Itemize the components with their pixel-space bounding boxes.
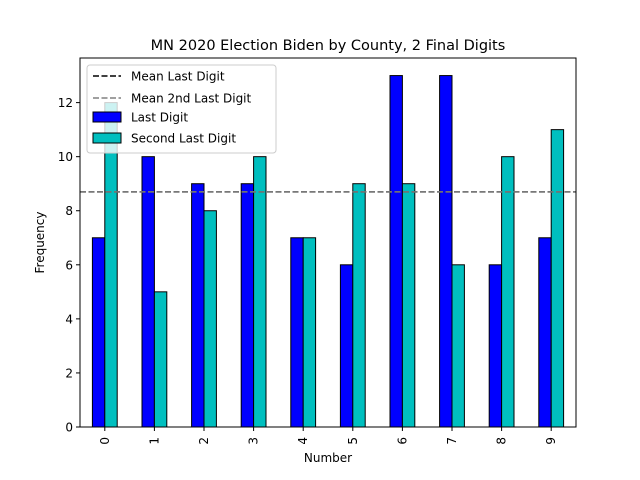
bar-last-digit-9 <box>538 237 552 428</box>
bar-last-digit-4 <box>290 237 304 428</box>
x-tick-label: 1 <box>147 437 161 445</box>
bar-last-digit-6 <box>389 75 403 428</box>
bar-second-last-digit-1 <box>153 291 168 428</box>
bar-second-last-digit-7 <box>451 264 465 428</box>
x-tick-label: 0 <box>98 437 112 445</box>
bar-last-digit-1 <box>141 156 155 428</box>
y-tick-label: 10 <box>58 150 73 164</box>
legend-swatch-second-last-digit <box>92 132 122 144</box>
y-tick-label: 2 <box>65 366 73 380</box>
x-tick-label: 9 <box>544 437 558 445</box>
legend-label-second-last-digit: Second Last Digit <box>131 132 236 146</box>
y-tick-label: 8 <box>65 204 73 218</box>
bar-last-digit-7 <box>439 75 453 428</box>
legend-label-last-digit: Last Digit <box>131 111 188 125</box>
x-tick-label: 7 <box>445 437 459 445</box>
legend: Mean Last Digit Mean 2nd Last Digit Last… <box>86 64 277 154</box>
x-tick-label: 5 <box>346 437 360 445</box>
x-tick-label: 2 <box>197 437 211 445</box>
y-tick-label: 6 <box>65 258 73 272</box>
y-axis-label: Frequency <box>33 212 47 274</box>
x-tick-label: 4 <box>296 437 310 445</box>
bar-second-last-digit-8 <box>501 156 515 428</box>
x-tick-label: 3 <box>247 437 261 445</box>
bar-last-digit-2 <box>191 183 205 428</box>
bar-second-last-digit-4 <box>302 237 317 428</box>
bar-second-last-digit-9 <box>550 129 565 428</box>
x-axis-label: Number <box>304 451 352 465</box>
x-axis-ticks: 0 1 2 3 4 5 6 7 8 9 <box>98 427 558 445</box>
legend-label-mean-last-digit: Mean Last Digit <box>131 70 225 84</box>
bar-second-last-digit-2 <box>203 210 217 428</box>
x-tick-label: 6 <box>395 437 409 445</box>
y-tick-label: 4 <box>65 312 73 326</box>
chart-title: MN 2020 Election Biden by County, 2 Fina… <box>151 38 506 54</box>
legend-swatch-last-digit <box>92 111 122 123</box>
bar-second-last-digit-3 <box>253 156 267 428</box>
bar-second-last-digit-6 <box>401 183 416 428</box>
legend-label-mean-2nd-last-digit: Mean 2nd Last Digit <box>131 92 252 106</box>
bar-second-last-digit-5 <box>352 183 366 428</box>
legend-box <box>86 64 277 154</box>
plot-frame <box>79 57 577 428</box>
y-axis-ticks: 0 2 4 6 8 10 12 <box>58 96 80 435</box>
bars <box>91 75 565 428</box>
bar-last-digit-5 <box>339 264 354 428</box>
y-tick-label: 12 <box>58 96 73 110</box>
bar-last-digit-0 <box>91 237 106 428</box>
bar-last-digit-3 <box>240 183 255 428</box>
bar-last-digit-8 <box>488 264 503 428</box>
x-tick-label: 8 <box>495 437 509 445</box>
y-tick-label: 0 <box>65 421 73 435</box>
